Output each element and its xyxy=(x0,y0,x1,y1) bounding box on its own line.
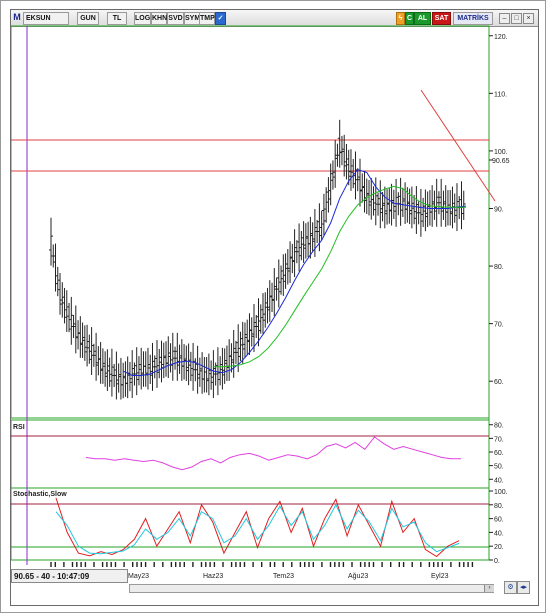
price-tick-label: 120. xyxy=(494,34,508,41)
symbol-field[interactable]: EKSUN xyxy=(23,12,69,25)
stoch-tick-label: 0. xyxy=(494,558,500,565)
stoch-tick-label: 100. xyxy=(494,489,508,496)
twitter-icon[interactable]: ✓ xyxy=(215,12,226,25)
close-icon[interactable]: × xyxy=(523,13,534,24)
trend-line xyxy=(420,89,496,202)
nav-buttons: ⚙ ◂▸ xyxy=(504,581,532,595)
stoch-title: Stochastic,Slow xyxy=(13,491,67,498)
currency-button[interactable]: TL xyxy=(107,12,127,25)
chart-canvas[interactable]: 120. 110. 100. 90. 80. 70. 60. 90.65 RSI 80. 70… xyxy=(11,10,538,570)
x-label-agu: Ağu23 xyxy=(348,573,369,580)
price-panel-border xyxy=(11,25,490,419)
price-tick-label: 80. xyxy=(494,264,504,271)
minimize-icon[interactable]: – xyxy=(499,13,510,24)
price-tick-label: 90. xyxy=(494,206,504,213)
rsi-title: RSI xyxy=(13,424,25,431)
moving-average-short-line xyxy=(122,169,467,376)
x-label-may: May23 xyxy=(128,573,150,580)
x-label-tem: Tem23 xyxy=(273,573,295,580)
horizontal-scrollbar[interactable]: › xyxy=(129,584,494,593)
stoch-axis: 100. 80. 60. 40. 20. 0. xyxy=(489,489,508,565)
rsi-tick-label: 60. xyxy=(494,450,504,457)
moving-average-long-line xyxy=(213,185,466,368)
stoch-k-line xyxy=(55,497,460,558)
stoch-tick-label: 60. xyxy=(494,517,504,524)
price-axis: 120. 110. 100. 90. 80. 70. 60. xyxy=(489,34,508,386)
stoch-d-line xyxy=(55,503,460,555)
rsi-tick-label: 40. xyxy=(494,477,504,484)
chart-toolbar: M EKSUN GUN TL LOG KHN SVD SYM TMP ✓ ϟ C… xyxy=(11,10,538,27)
maximize-icon[interactable]: □ xyxy=(511,13,522,24)
x-label-eyl: Eyl23 xyxy=(431,573,449,580)
rsi-axis: 80. 70. 60. 50. 40. xyxy=(489,423,504,484)
cursor-readout: 90.65 - 40 - 10:47:09 xyxy=(11,569,128,583)
left-right-arrows-icon[interactable]: ◂▸ xyxy=(517,581,530,594)
period-button[interactable]: GUN xyxy=(77,12,99,25)
stoch-panel-border xyxy=(11,487,490,561)
last-price-label: 90.65 xyxy=(492,158,510,165)
price-tick-label: 110. xyxy=(494,91,507,98)
x-label-haz: Haz23 xyxy=(203,573,224,580)
sell-button[interactable]: SAT xyxy=(432,12,451,25)
settings-icon[interactable]: ⚙ xyxy=(504,581,517,594)
log-button[interactable]: LOG xyxy=(134,12,151,25)
price-tick-label: 70. xyxy=(494,322,504,329)
chart-window: M EKSUN GUN TL LOG KHN SVD SYM TMP ✓ ϟ C… xyxy=(10,9,539,606)
matriks-logo: MATRİKS xyxy=(453,12,493,25)
khn-button[interactable]: KHN xyxy=(151,12,167,25)
rsi-tick-label: 50. xyxy=(494,464,504,471)
x-axis-day-ticks xyxy=(50,562,474,567)
price-tick-label: 60. xyxy=(494,379,504,386)
tmp-button[interactable]: TMP xyxy=(199,12,215,25)
scroll-right-arrow-icon[interactable]: › xyxy=(484,585,494,592)
svd-button[interactable]: SVD xyxy=(167,12,184,25)
rsi-tick-label: 80. xyxy=(494,423,504,430)
alarm-icon[interactable]: ϟ xyxy=(396,12,405,25)
stoch-tick-label: 80. xyxy=(494,503,504,510)
buy-button[interactable]: AL xyxy=(414,12,431,25)
stoch-tick-label: 20. xyxy=(494,544,504,551)
rsi-tick-label: 70. xyxy=(494,436,504,443)
rsi-line xyxy=(85,436,461,471)
refresh-icon[interactable]: C xyxy=(405,12,414,25)
menu-m-button[interactable]: M xyxy=(13,12,21,22)
stoch-tick-label: 40. xyxy=(494,530,504,537)
price-tick-label: 100. xyxy=(494,149,508,156)
